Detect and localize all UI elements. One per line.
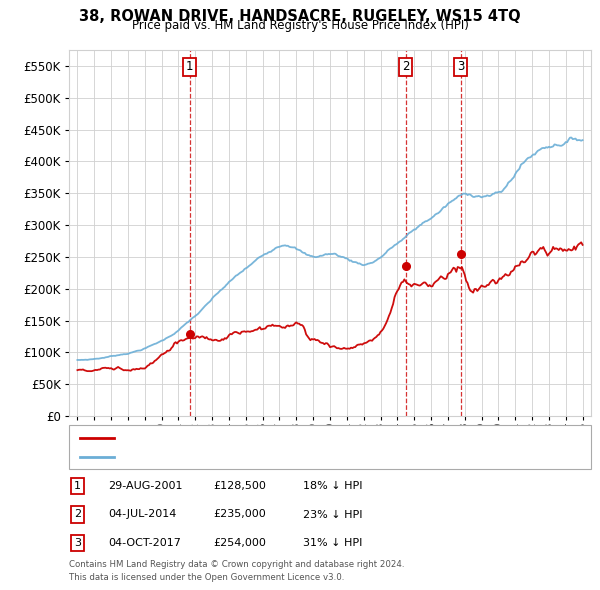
Text: £128,500: £128,500 — [213, 481, 266, 491]
Text: 1: 1 — [74, 481, 81, 491]
Text: This data is licensed under the Open Government Licence v3.0.: This data is licensed under the Open Gov… — [69, 573, 344, 582]
Text: Price paid vs. HM Land Registry's House Price Index (HPI): Price paid vs. HM Land Registry's House … — [131, 19, 469, 32]
Text: 04-JUL-2014: 04-JUL-2014 — [108, 510, 176, 519]
Text: 31% ↓ HPI: 31% ↓ HPI — [303, 538, 362, 548]
Text: 04-OCT-2017: 04-OCT-2017 — [108, 538, 181, 548]
Text: 38, ROWAN DRIVE, HANDSACRE, RUGELEY, WS15 4TQ: 38, ROWAN DRIVE, HANDSACRE, RUGELEY, WS1… — [79, 9, 521, 24]
Text: 18% ↓ HPI: 18% ↓ HPI — [303, 481, 362, 491]
Text: Contains HM Land Registry data © Crown copyright and database right 2024.: Contains HM Land Registry data © Crown c… — [69, 560, 404, 569]
Text: 3: 3 — [457, 60, 464, 73]
Text: £235,000: £235,000 — [213, 510, 266, 519]
Text: 29-AUG-2001: 29-AUG-2001 — [108, 481, 182, 491]
Text: 2: 2 — [74, 510, 81, 519]
Text: 1: 1 — [186, 60, 193, 73]
Text: £254,000: £254,000 — [213, 538, 266, 548]
Text: 2: 2 — [402, 60, 410, 73]
Text: 38, ROWAN DRIVE, HANDSACRE, RUGELEY, WS15 4TQ (detached house): 38, ROWAN DRIVE, HANDSACRE, RUGELEY, WS1… — [120, 433, 487, 443]
Text: 3: 3 — [74, 538, 81, 548]
Text: HPI: Average price, detached house, Lichfield: HPI: Average price, detached house, Lich… — [120, 452, 349, 461]
Text: 23% ↓ HPI: 23% ↓ HPI — [303, 510, 362, 519]
